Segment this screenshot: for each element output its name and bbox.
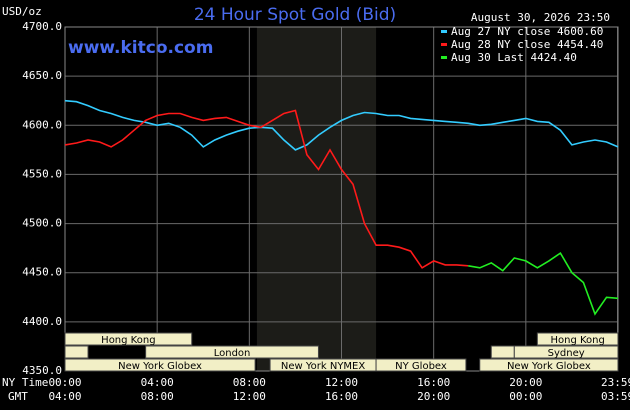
- gmt-tick-label: 20:00: [417, 390, 450, 403]
- session-box: [64, 358, 256, 372]
- session-label: London: [214, 348, 251, 359]
- watermark: www.kitco.com: [68, 38, 213, 58]
- legend-swatch: [441, 30, 447, 33]
- gmt-tick-label: 03:59: [601, 390, 630, 403]
- legend-label: Aug 27 NY close 4600.60: [451, 25, 603, 38]
- session-label: NY Globex: [395, 361, 447, 372]
- x-tick-label: 23:59: [601, 376, 630, 389]
- session-label: New York NYMEX: [281, 361, 366, 372]
- secondary-row-label: GMT: [8, 390, 28, 403]
- legend-swatch: [441, 43, 447, 46]
- price-line: [64, 99, 619, 151]
- session-box: [64, 345, 89, 359]
- session-box: [375, 358, 467, 372]
- y-tick-label: 4650.0: [22, 69, 62, 82]
- x-tick-label: 12:00: [325, 376, 358, 389]
- price-line: [64, 109, 469, 269]
- y-tick-label: 4500.0: [22, 217, 62, 230]
- x-tick-label: 16:00: [417, 376, 450, 389]
- chart-title: 24 Hour Spot Gold (Bid): [194, 5, 396, 25]
- y-tick-label: 4450.0: [22, 266, 62, 279]
- session-label: Hong Kong: [101, 335, 155, 346]
- session-label: Hong Kong: [550, 335, 604, 346]
- x-tick-label: 04:00: [141, 376, 174, 389]
- legend-label: Aug 28 NY close 4454.40: [451, 38, 603, 51]
- y-tick-label: 4350.0: [22, 364, 62, 377]
- x-row-label: NY Time: [2, 376, 48, 389]
- y-axis-label: USD/oz: [2, 5, 42, 18]
- shaded-region: [256, 27, 377, 371]
- timestamp: August 30, 2026 23:50: [471, 11, 610, 24]
- y-tick-label: 4400.0: [22, 315, 62, 328]
- y-tick-label: 4600.0: [22, 118, 62, 131]
- y-tick-label: 4700.0: [22, 20, 62, 33]
- gmt-tick-label: 08:00: [141, 390, 174, 403]
- session-box: [513, 345, 619, 359]
- session-box: [145, 345, 319, 359]
- legend-label: Aug 30 Last 4424.40: [451, 51, 577, 64]
- y-tick-label: 4550.0: [22, 167, 62, 180]
- session-box: [479, 358, 619, 372]
- session-label: Sydney: [548, 348, 585, 359]
- session-box: [536, 332, 619, 346]
- legend-swatch: [441, 56, 447, 59]
- session-box: [490, 345, 515, 359]
- session-box: [64, 332, 193, 346]
- session-label: New York Globex: [118, 361, 202, 372]
- x-tick-label: 20:00: [509, 376, 542, 389]
- x-tick-label: 00:00: [48, 376, 81, 389]
- gmt-tick-label: 16:00: [325, 390, 358, 403]
- gmt-tick-label: 12:00: [233, 390, 266, 403]
- session-label: New York Globex: [507, 361, 591, 372]
- x-tick-label: 08:00: [233, 376, 266, 389]
- gmt-tick-label: 04:00: [48, 390, 81, 403]
- gmt-tick-label: 00:00: [509, 390, 542, 403]
- price-line: [468, 251, 619, 316]
